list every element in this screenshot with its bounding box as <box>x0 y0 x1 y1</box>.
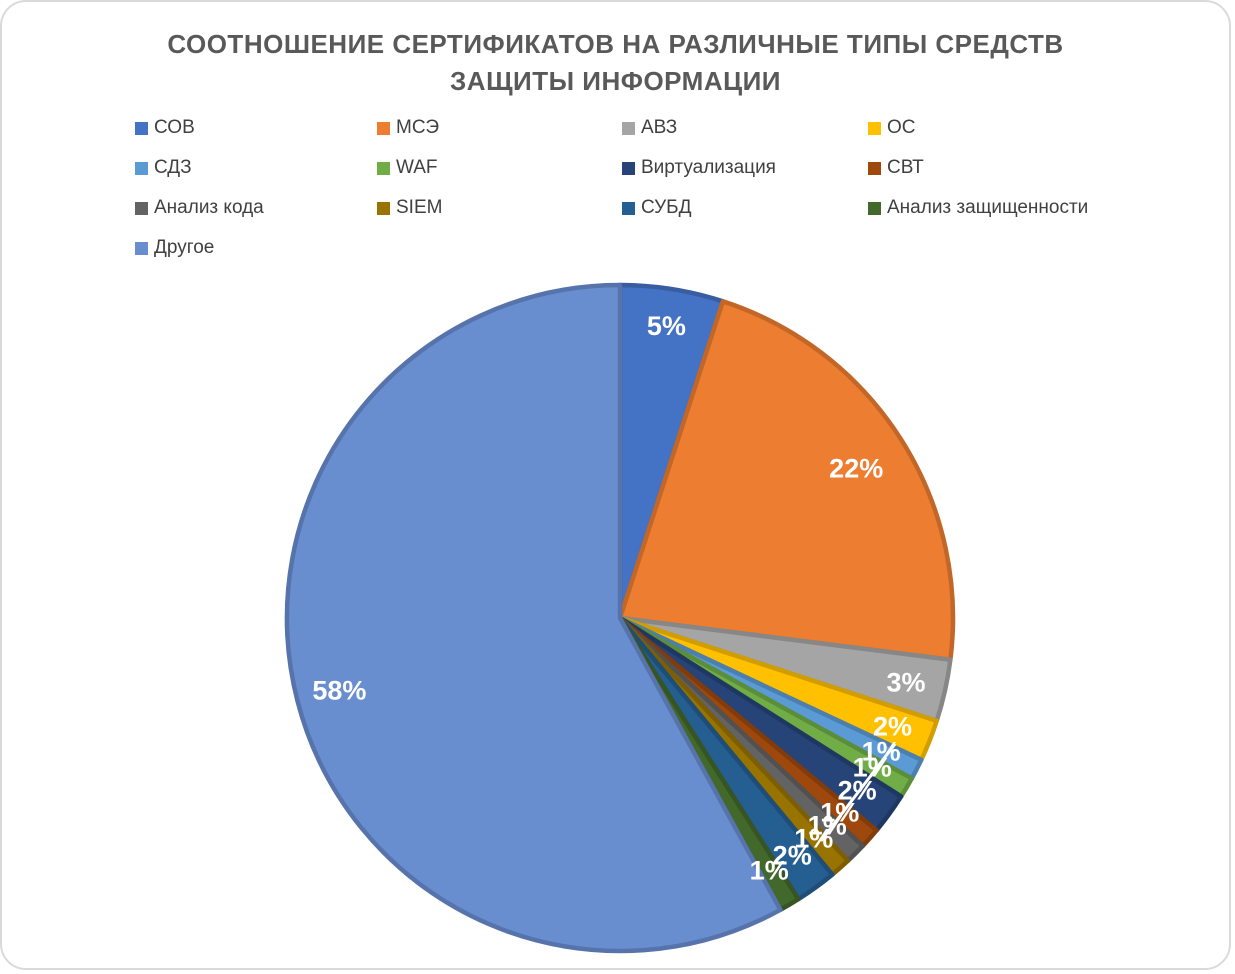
legend-swatch <box>377 161 390 175</box>
legend-label: МСЭ <box>396 117 439 138</box>
legend-label: Анализ кода <box>154 197 264 218</box>
legend-item[interactable]: SIEM <box>377 188 622 228</box>
legend-swatch <box>377 201 390 215</box>
legend-label: Другое <box>154 237 215 258</box>
legend-swatch <box>868 161 881 175</box>
legend-label: СВТ <box>887 157 924 178</box>
slice-label: 1% <box>750 856 789 886</box>
legend-item[interactable]: Анализ кода <box>135 188 377 228</box>
legend-label: ОС <box>887 117 916 138</box>
legend-item[interactable]: WAF <box>377 148 622 188</box>
legend-swatch <box>622 121 635 135</box>
legend-label: Виртуализация <box>641 157 776 178</box>
legend-label: SIEM <box>396 197 443 218</box>
slice-label: 1% <box>794 823 833 853</box>
chart-title-line-1: СООТНОШЕНИЕ СЕРТИФИКАТОВ НА РАЗЛИЧНЫЕ ТИ… <box>167 29 1064 59</box>
slice-label: 2% <box>838 776 877 806</box>
slice-label: 2% <box>873 711 912 741</box>
slice-label: 1% <box>820 797 859 827</box>
chart-title-line-2: ЗАЩИТЫ ИНФОРМАЦИИ <box>450 66 781 96</box>
legend-swatch <box>868 201 881 215</box>
legend-item[interactable]: Виртуализация <box>622 148 868 188</box>
legend-item[interactable]: АВЗ <box>622 108 868 148</box>
legend-swatch <box>135 241 148 255</box>
legend-label: АВЗ <box>641 117 678 138</box>
slice-label: 1% <box>808 811 847 841</box>
legend-swatch <box>135 201 148 215</box>
legend-item[interactable]: СДЗ <box>135 148 377 188</box>
pie-slice[interactable] <box>284 282 783 954</box>
slice-label: 5% <box>647 311 686 341</box>
pie-slice[interactable] <box>617 299 956 662</box>
leader-line <box>819 743 897 842</box>
legend-label: СДЗ <box>154 157 192 178</box>
legend-swatch <box>622 201 635 215</box>
legend-item[interactable]: МСЭ <box>377 108 622 148</box>
legend-item[interactable]: СВТ <box>868 148 1195 188</box>
legend-swatch <box>868 121 881 135</box>
legend-swatch <box>135 121 148 135</box>
slice-label: 3% <box>886 667 925 697</box>
legend-swatch <box>622 161 635 175</box>
slice-label: 2% <box>773 841 812 871</box>
slice-label: 58% <box>312 675 366 705</box>
legend-item[interactable]: СОВ <box>135 108 377 148</box>
legend-item[interactable]: Анализ защищенности <box>868 188 1195 228</box>
legend-item[interactable]: СУБД <box>622 188 868 228</box>
legend-label: СОВ <box>154 117 195 138</box>
slice-label: 1% <box>853 753 892 783</box>
legend-item[interactable]: ОС <box>868 108 1195 148</box>
legend-swatch <box>135 161 148 175</box>
slice-label: 1% <box>862 736 901 766</box>
legend-label: Анализ защищенности <box>887 197 1089 218</box>
slice-label: 22% <box>829 454 883 484</box>
legend-label: СУБД <box>641 197 692 218</box>
legend-item[interactable]: Другое <box>135 228 377 268</box>
chart-title: СООТНОШЕНИЕ СЕРТИФИКАТОВ НА РАЗЛИЧНЫЕ ТИ… <box>2 26 1229 100</box>
legend: СОВ МСЭ АВЗ ОС СДЗ WAF Виртуализация СВТ Анализ … <box>135 108 1195 268</box>
legend-label: WAF <box>396 157 438 178</box>
legend-swatch <box>377 121 390 135</box>
